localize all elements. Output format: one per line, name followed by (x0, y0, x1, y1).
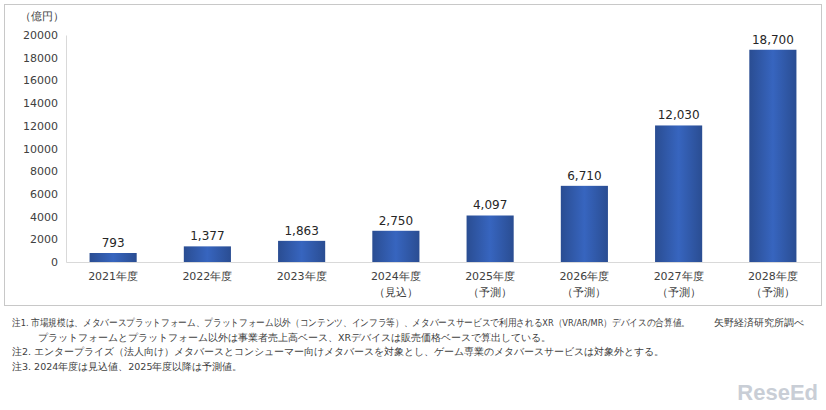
y-tick-label: 2000 (30, 233, 58, 246)
bar (184, 246, 231, 262)
x-tick-label-line: （予測） (562, 286, 606, 299)
watermark: ReseEd (737, 380, 818, 405)
data-label: 2,750 (379, 214, 413, 228)
y-tick: 20000 (23, 29, 66, 42)
x-tick: 2027年度 （予測） (654, 262, 704, 299)
x-tick-label: 2023年度 (277, 270, 327, 283)
x-tick-label-line: （予測） (751, 286, 795, 299)
x-tick: 2023年度 (277, 262, 327, 283)
x-tick: 2025年度 （予測） (465, 262, 515, 299)
y-tick: 0 (51, 256, 66, 269)
x-tick-label: 2025年度 （予測） (465, 270, 515, 299)
y-tick: 18000 (23, 52, 66, 65)
x-tick-label: 2028年度 （予測） (748, 270, 798, 299)
y-tick: 12000 (23, 120, 66, 133)
chart-root: 0 2000 4000 6000 8000 10000 12000 14000 16000 180… (0, 0, 826, 410)
note-line: 注3. 2024年度は見込値、2025年度以降は予測値。 (12, 361, 242, 372)
source: 矢野経済研究所調べ (714, 317, 804, 328)
y-tick-label: 0 (51, 256, 58, 269)
y-tick-label: 10000 (23, 143, 58, 156)
x-tick-label: 2027年度 （予測） (654, 270, 704, 299)
data-label: 6,710 (567, 169, 601, 183)
x-tick-label-line: 2023年度 (277, 270, 327, 283)
x-tick: 2026年度 （予測） (559, 262, 609, 299)
x-tick-label-line: 2025年度 (465, 270, 515, 283)
x-tick-label-line: 2026年度 (559, 270, 609, 283)
x-tick-label-line: 2022年度 (182, 270, 232, 283)
x-tick-label-line: （予測） (657, 286, 701, 299)
x-tick: 2028年度 （予測） (748, 262, 798, 299)
y-tick: 4000 (30, 211, 66, 224)
y-tick: 14000 (23, 97, 66, 110)
x-axis-line (67, 262, 821, 263)
x-tick-label-line: 2021年度 (88, 270, 138, 283)
bar (90, 253, 137, 262)
notes: 注1. 市場規模は、メタバースプラットフォーム、プラットフォーム以外（コンテンツ… (12, 317, 690, 372)
x-tick-label-line: （予測） (468, 286, 512, 299)
bar (561, 186, 608, 262)
x-tick-label-line: 2027年度 (654, 270, 704, 283)
data-label: 18,700 (752, 33, 794, 47)
y-tick-label: 6000 (30, 188, 58, 201)
y-axis-title: （億円） (20, 10, 64, 23)
bar (655, 125, 702, 262)
y-axis: 0 2000 4000 6000 8000 10000 12000 14000 16000 180… (23, 29, 67, 269)
x-tick-label-line: （見込） (374, 286, 418, 299)
y-tick-label: 8000 (30, 165, 58, 178)
bar (749, 50, 796, 262)
note-line: プラットフォームとプラットフォーム以外は事業者売上高ベース、XRデバイスは販売価… (38, 332, 551, 343)
y-tick: 2000 (30, 233, 66, 246)
y-tick-label: 12000 (23, 120, 58, 133)
chart-frame (5, 5, 822, 306)
bar (372, 231, 419, 262)
bar (278, 241, 325, 262)
y-tick-label: 18000 (23, 52, 58, 65)
data-label: 793 (102, 236, 125, 250)
x-axis: 2021年度2022年度2023年度2024年度（見込）2025年度（予測）20… (67, 262, 821, 299)
data-label: 1,377 (190, 229, 224, 243)
y-tick-label: 14000 (23, 97, 58, 110)
x-tick: 2024年度 （見込） (371, 262, 421, 299)
bars (90, 50, 797, 262)
data-label: 12,030 (658, 108, 700, 122)
y-tick: 16000 (23, 74, 66, 87)
y-tick-label: 4000 (30, 211, 58, 224)
y-axis-line (66, 36, 67, 263)
x-tick: 2021年度 (88, 262, 138, 283)
x-tick-label: 2024年度 （見込） (371, 270, 421, 299)
y-tick-label: 20000 (23, 29, 58, 42)
y-tick: 8000 (30, 165, 66, 178)
x-tick-label: 2022年度 (182, 270, 232, 283)
data-label: 4,097 (473, 198, 507, 212)
bar (467, 215, 514, 262)
note-line: 注1. 市場規模は、メタバースプラットフォーム、プラットフォーム以外（コンテンツ… (12, 317, 690, 328)
x-tick-label: 2026年度 （予測） (559, 270, 609, 299)
y-tick-label: 16000 (23, 74, 58, 87)
data-labels: 793 1,377 1,863 2,750 4,097 6,710 12,030 18,700 (102, 33, 794, 250)
y-tick: 10000 (23, 143, 66, 156)
x-tick-label: 2021年度 (88, 270, 138, 283)
x-tick-label-line: 2024年度 (371, 270, 421, 283)
data-label: 1,863 (284, 224, 318, 238)
y-tick: 6000 (30, 188, 66, 201)
note-line: 注2. エンタープライズ（法人向け）メタバースとコンシューマー向けメタバースを対… (12, 346, 664, 357)
x-tick-label-line: 2028年度 (748, 270, 798, 283)
x-tick: 2022年度 (182, 262, 232, 283)
